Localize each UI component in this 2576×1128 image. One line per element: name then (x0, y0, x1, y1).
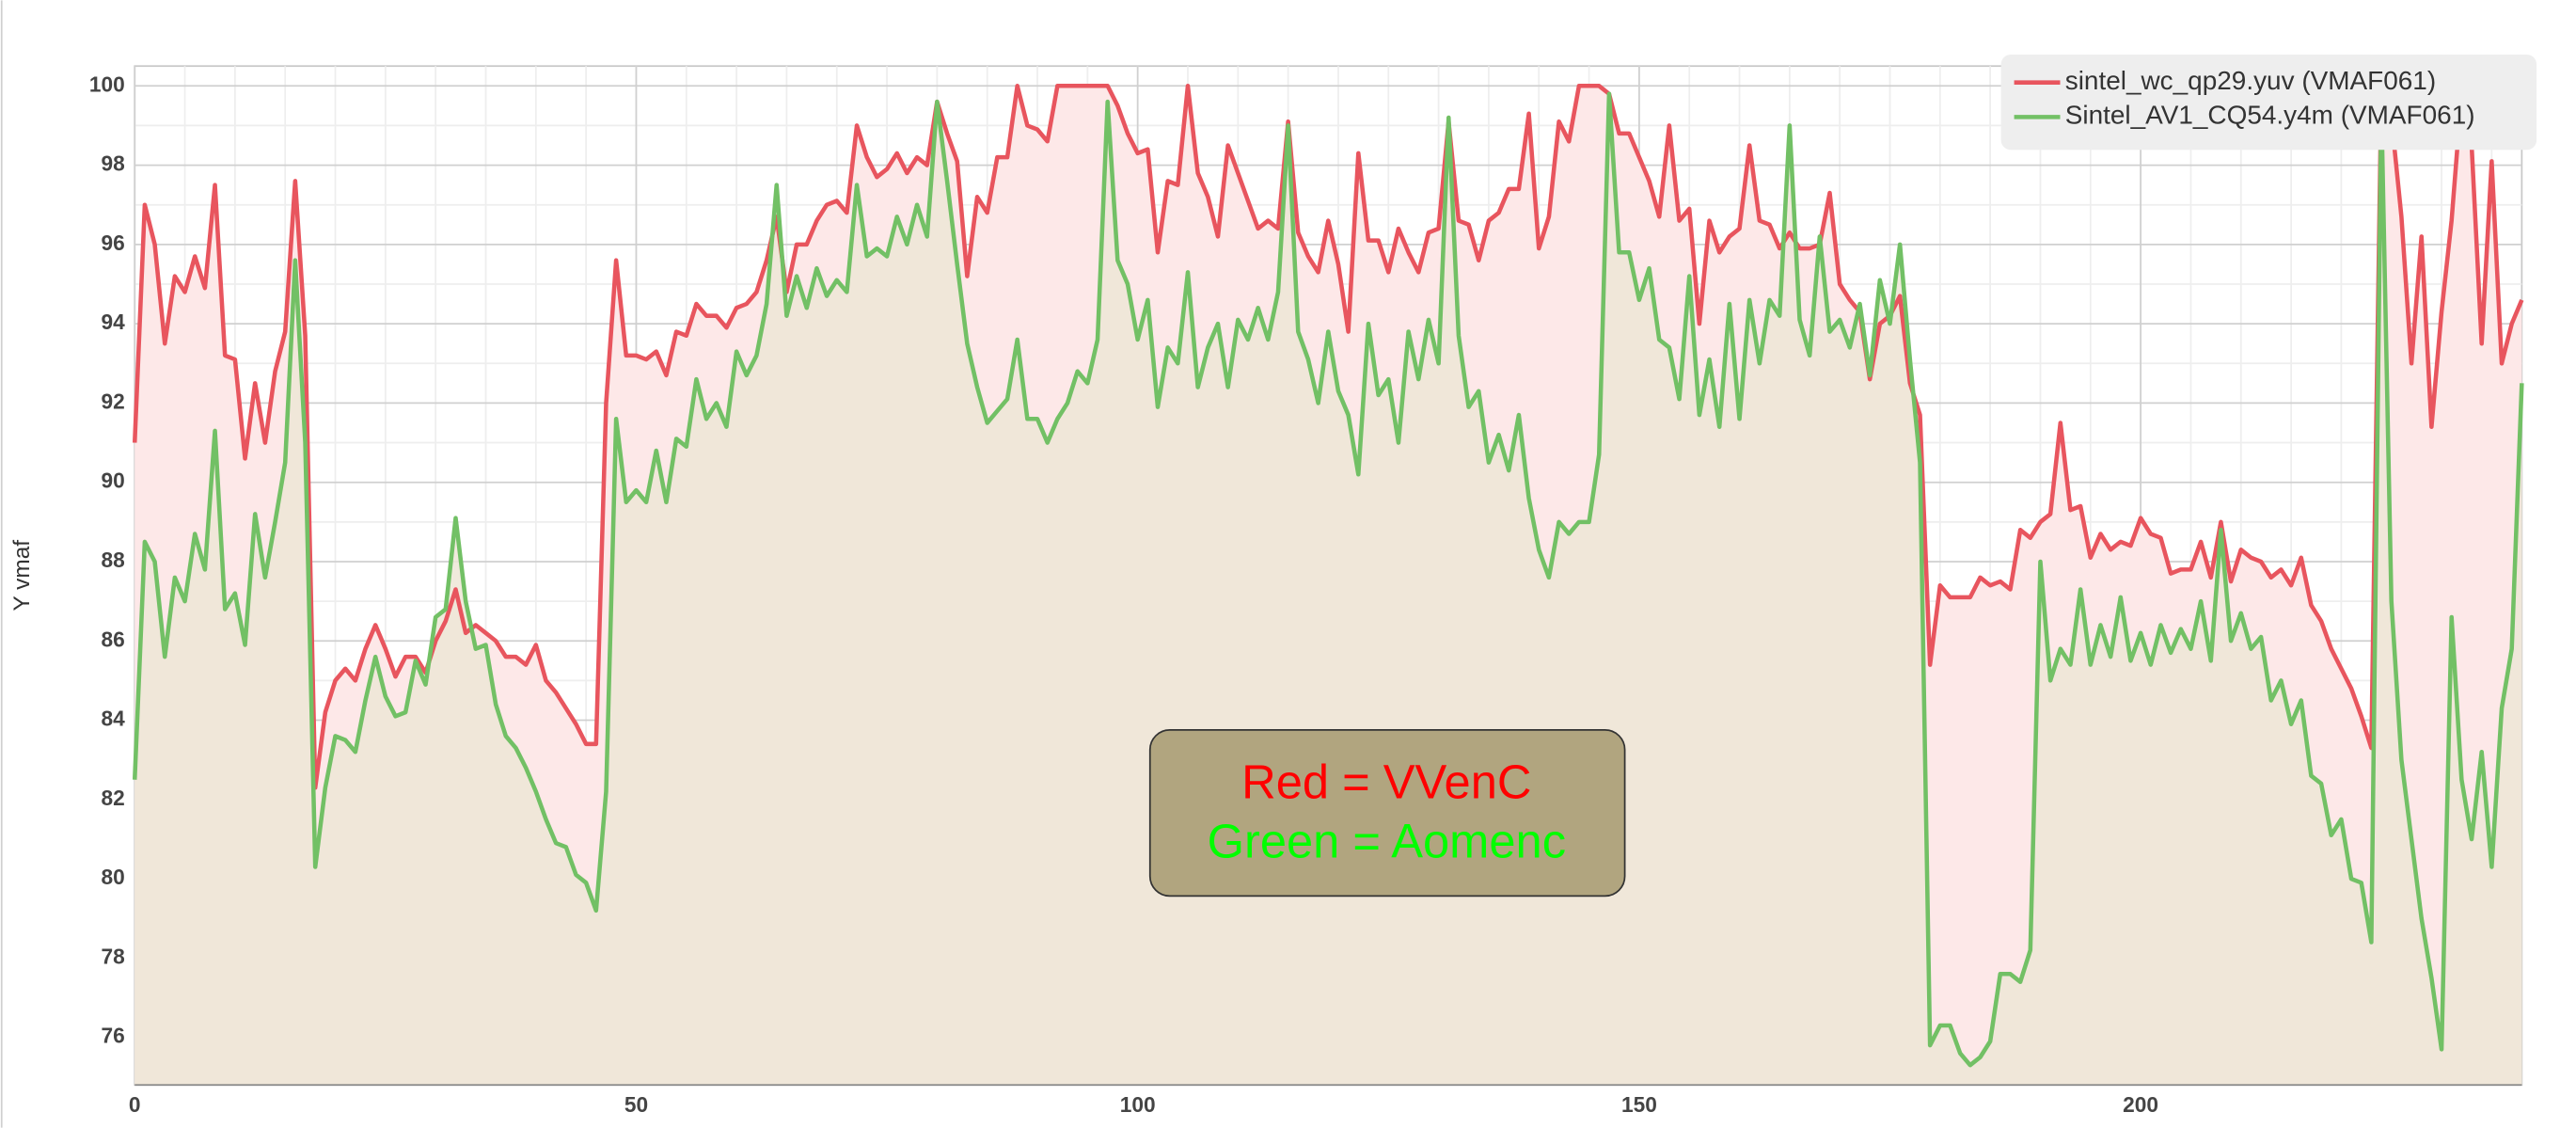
y-tick-label: 86 (102, 627, 125, 651)
legend-box (2000, 54, 2537, 151)
y-tick-label: 76 (102, 1024, 125, 1048)
annotation: Green = Aomenc (1208, 815, 1566, 868)
y-tick-label: 90 (102, 469, 125, 493)
x-tick-label: 100 (1120, 1092, 1156, 1117)
series-line (132, 84, 2524, 790)
x-tick-label: 0 (129, 1092, 141, 1117)
series-line (132, 91, 2524, 1068)
x-tick-label: 150 (1621, 1092, 1657, 1117)
y-tick-label: 82 (102, 786, 125, 810)
y-tick-label: 88 (102, 548, 125, 572)
y-tick-label: 84 (102, 707, 126, 731)
y-tick-label: 98 (102, 151, 125, 176)
annotation: Red = VVenC (1241, 755, 1531, 809)
annotation-box (1148, 729, 1626, 898)
y-tick-label: 96 (102, 230, 125, 255)
y-tick-label: 78 (102, 944, 125, 968)
legend-label: sintel_wc_qp29.yuv (VMAF061) (2065, 66, 2436, 95)
y-tick-label: 100 (89, 71, 125, 96)
legend-label: Sintel_AV1_CQ54.y4m (VMAF061) (2065, 101, 2475, 130)
y-axis-label: Y vmaf (9, 540, 35, 612)
x-tick-label: 50 (624, 1092, 648, 1117)
y-tick-label: 94 (102, 310, 126, 334)
y-tick-label: 92 (102, 389, 125, 413)
y-tick-label: 80 (102, 865, 125, 889)
x-tick-label: 200 (2123, 1092, 2158, 1117)
